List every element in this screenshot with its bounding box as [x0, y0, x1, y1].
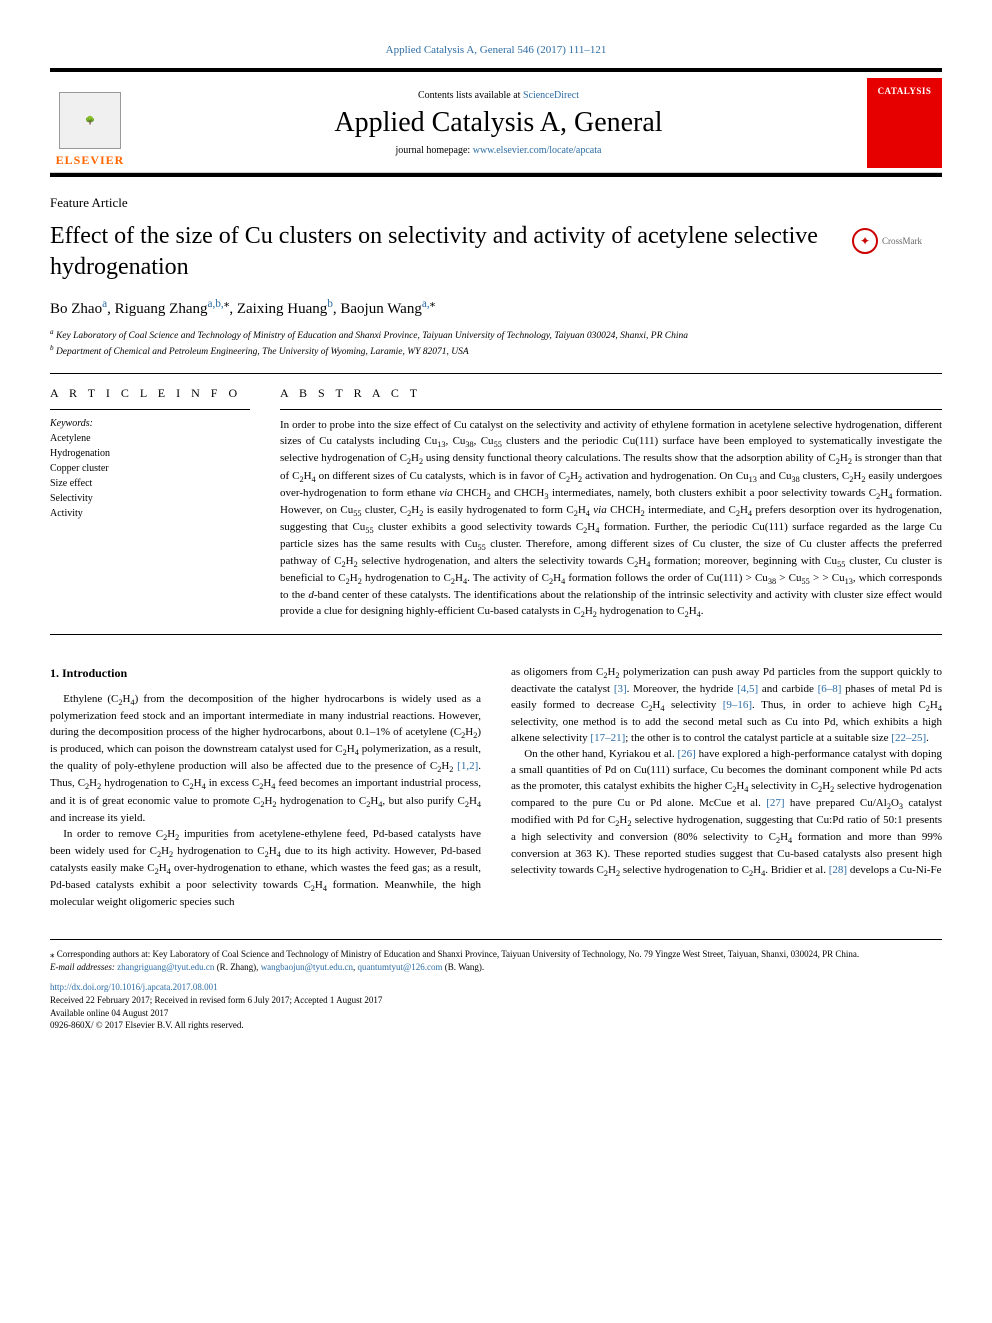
- keyword: Selectivity: [50, 491, 250, 506]
- keyword: Copper cluster: [50, 461, 250, 476]
- body-column-left: 1. Introduction Ethylene (C2H4) from the…: [50, 665, 481, 912]
- copyright-line: 0926-860X/ © 2017 Elsevier B.V. All righ…: [50, 1019, 942, 1032]
- citation-link[interactable]: Applied Catalysis A, General 546 (2017) …: [386, 44, 607, 56]
- abstract-block: A B S T R A C T In order to probe into t…: [280, 386, 942, 621]
- authors-line: Bo Zhaoa, Riguang Zhanga,b,⁎, Zaixing Hu…: [50, 297, 942, 318]
- crossmark-badge[interactable]: ✦ CrossMark: [852, 225, 942, 257]
- keyword: Hydrogenation: [50, 446, 250, 461]
- contents-available-line: Contents lists available at ScienceDirec…: [130, 90, 867, 101]
- elsevier-tree-icon: 🌳: [59, 92, 121, 149]
- affiliation-b: b Department of Chemical and Petroleum E…: [50, 344, 942, 359]
- abstract-text: In order to probe into the size effect o…: [280, 418, 942, 621]
- crossmark-label: CrossMark: [882, 236, 922, 246]
- affiliations: a Key Laboratory of Coal Science and Tec…: [50, 328, 942, 359]
- body-text: Ethylene (C2H4) from the decomposition o…: [50, 692, 481, 911]
- top-citation: Applied Catalysis A, General 546 (2017) …: [50, 40, 942, 58]
- body-text: as oligomers from C2H2 polymerization ca…: [511, 665, 942, 881]
- corresponding-author-note: ⁎ Corresponding authors at: Key Laborato…: [50, 948, 942, 961]
- keywords-list: Acetylene Hydrogenation Copper cluster S…: [50, 431, 250, 521]
- keyword: Acetylene: [50, 431, 250, 446]
- journal-cover-badge: CATALYSIS: [867, 78, 942, 168]
- publisher-logo: 🌳 ELSEVIER: [50, 78, 130, 168]
- keyword: Size effect: [50, 476, 250, 491]
- sciencedirect-link[interactable]: ScienceDirect: [523, 90, 579, 101]
- article-history: Received 22 February 2017; Received in r…: [50, 994, 942, 1007]
- article-info-block: A R T I C L E I N F O Keywords: Acetylen…: [50, 386, 250, 621]
- journal-homepage-line: journal homepage: www.elsevier.com/locat…: [130, 145, 867, 156]
- section-heading-introduction: 1. Introduction: [50, 665, 481, 682]
- cover-badge-text: CATALYSIS: [878, 86, 932, 96]
- crossmark-icon: ✦: [852, 228, 878, 254]
- body-column-right: as oligomers from C2H2 polymerization ca…: [511, 665, 942, 912]
- article-type: Feature Article: [50, 195, 942, 211]
- journal-header: 🌳 ELSEVIER Contents lists available at S…: [50, 68, 942, 173]
- article-info-label: A R T I C L E I N F O: [50, 386, 250, 401]
- available-online: Available online 04 August 2017: [50, 1007, 942, 1020]
- journal-name: Applied Catalysis A, General: [130, 107, 867, 139]
- keyword: Activity: [50, 506, 250, 521]
- email-addresses: E-mail addresses: zhangriguang@tyut.edu.…: [50, 961, 942, 974]
- affiliation-a: a Key Laboratory of Coal Science and Tec…: [50, 328, 942, 343]
- body-two-column: 1. Introduction Ethylene (C2H4) from the…: [50, 665, 942, 912]
- doi-link[interactable]: http://dx.doi.org/10.1016/j.apcata.2017.…: [50, 982, 218, 992]
- abstract-label: A B S T R A C T: [280, 386, 942, 401]
- keywords-label: Keywords:: [50, 418, 250, 429]
- publisher-name: ELSEVIER: [56, 153, 125, 168]
- journal-homepage-link[interactable]: www.elsevier.com/locate/apcata: [473, 145, 602, 156]
- footnotes: ⁎ Corresponding authors at: Key Laborato…: [50, 939, 942, 1032]
- article-title: Effect of the size of Cu clusters on sel…: [50, 221, 840, 283]
